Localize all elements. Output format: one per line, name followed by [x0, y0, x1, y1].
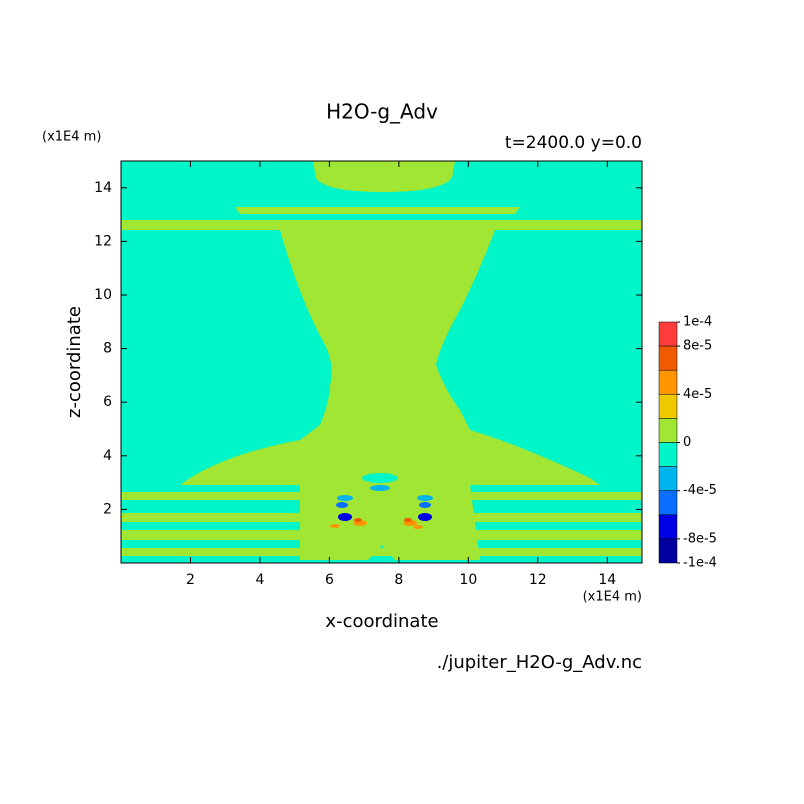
source-file: ./jupiter_H2O-g_Adv.nc [437, 652, 642, 673]
colorbar-label: 0 [683, 435, 691, 450]
contour-region [404, 518, 412, 522]
contour-region [121, 548, 642, 556]
x-tick-label: 14 [598, 572, 616, 588]
contour-region [121, 220, 642, 230]
x-tick-label: 10 [459, 572, 477, 588]
contour-region [362, 473, 398, 483]
y-tick-label: 12 [94, 233, 112, 249]
y-tick-label: 8 [103, 341, 112, 357]
colorbar-box [658, 321, 678, 347]
contour-region [313, 161, 455, 192]
contour-region [354, 518, 362, 522]
colorbar-box [658, 490, 678, 516]
y-unit: (x1E4 m) [42, 130, 101, 145]
x-tick-label: 8 [394, 572, 403, 588]
y-tick-label: 2 [103, 501, 112, 517]
y-tick-label: 4 [103, 448, 112, 464]
colorbar-label: 1e-4 [683, 315, 712, 330]
colorbar-box [658, 345, 678, 371]
x-tick-label: 4 [255, 572, 264, 588]
contour-region [338, 513, 352, 521]
contour-region [235, 207, 520, 214]
y-axis-label: z-coordinate [64, 306, 85, 418]
plot-frame [120, 160, 643, 564]
contour-region [180, 230, 600, 485]
contour-region [336, 502, 348, 508]
y-tick-label: 14 [94, 180, 112, 196]
contour-region [337, 495, 353, 501]
chart-subtitle: t=2400.0 y=0.0 [505, 133, 642, 153]
chart-title: H2O-g_Adv [326, 100, 438, 124]
x-tick-label: 12 [529, 572, 547, 588]
contour-region [419, 502, 431, 508]
colorbar-box [658, 442, 678, 467]
colorbar-label: -8e-5 [683, 531, 717, 546]
y-tick-label: 10 [94, 287, 112, 303]
contour-field [121, 161, 642, 563]
x-tick-label: 2 [186, 572, 195, 588]
colorbar-box [658, 514, 678, 540]
colorbar-box [658, 538, 678, 564]
colorbar-label: -1e-4 [683, 556, 717, 571]
x-tick-label: 6 [325, 572, 334, 588]
colorbar-box [658, 466, 678, 491]
contour-region [418, 513, 432, 521]
contour-region [370, 485, 390, 491]
contour-region [417, 495, 433, 501]
contour-region [413, 525, 423, 529]
colorbar-label: 8e-5 [683, 339, 712, 354]
colorbar-label: 4e-5 [683, 387, 712, 402]
colorbar-box [658, 394, 678, 419]
contour-region [300, 485, 480, 560]
colorbar-box [658, 369, 678, 395]
colorbar-box [658, 418, 678, 443]
y-tick-label: 6 [103, 394, 112, 410]
contour-region [330, 524, 340, 528]
x-unit: (x1E4 m) [583, 590, 642, 605]
colorbar-label: -4e-5 [683, 483, 717, 498]
x-axis-label: x-coordinate [325, 611, 438, 632]
